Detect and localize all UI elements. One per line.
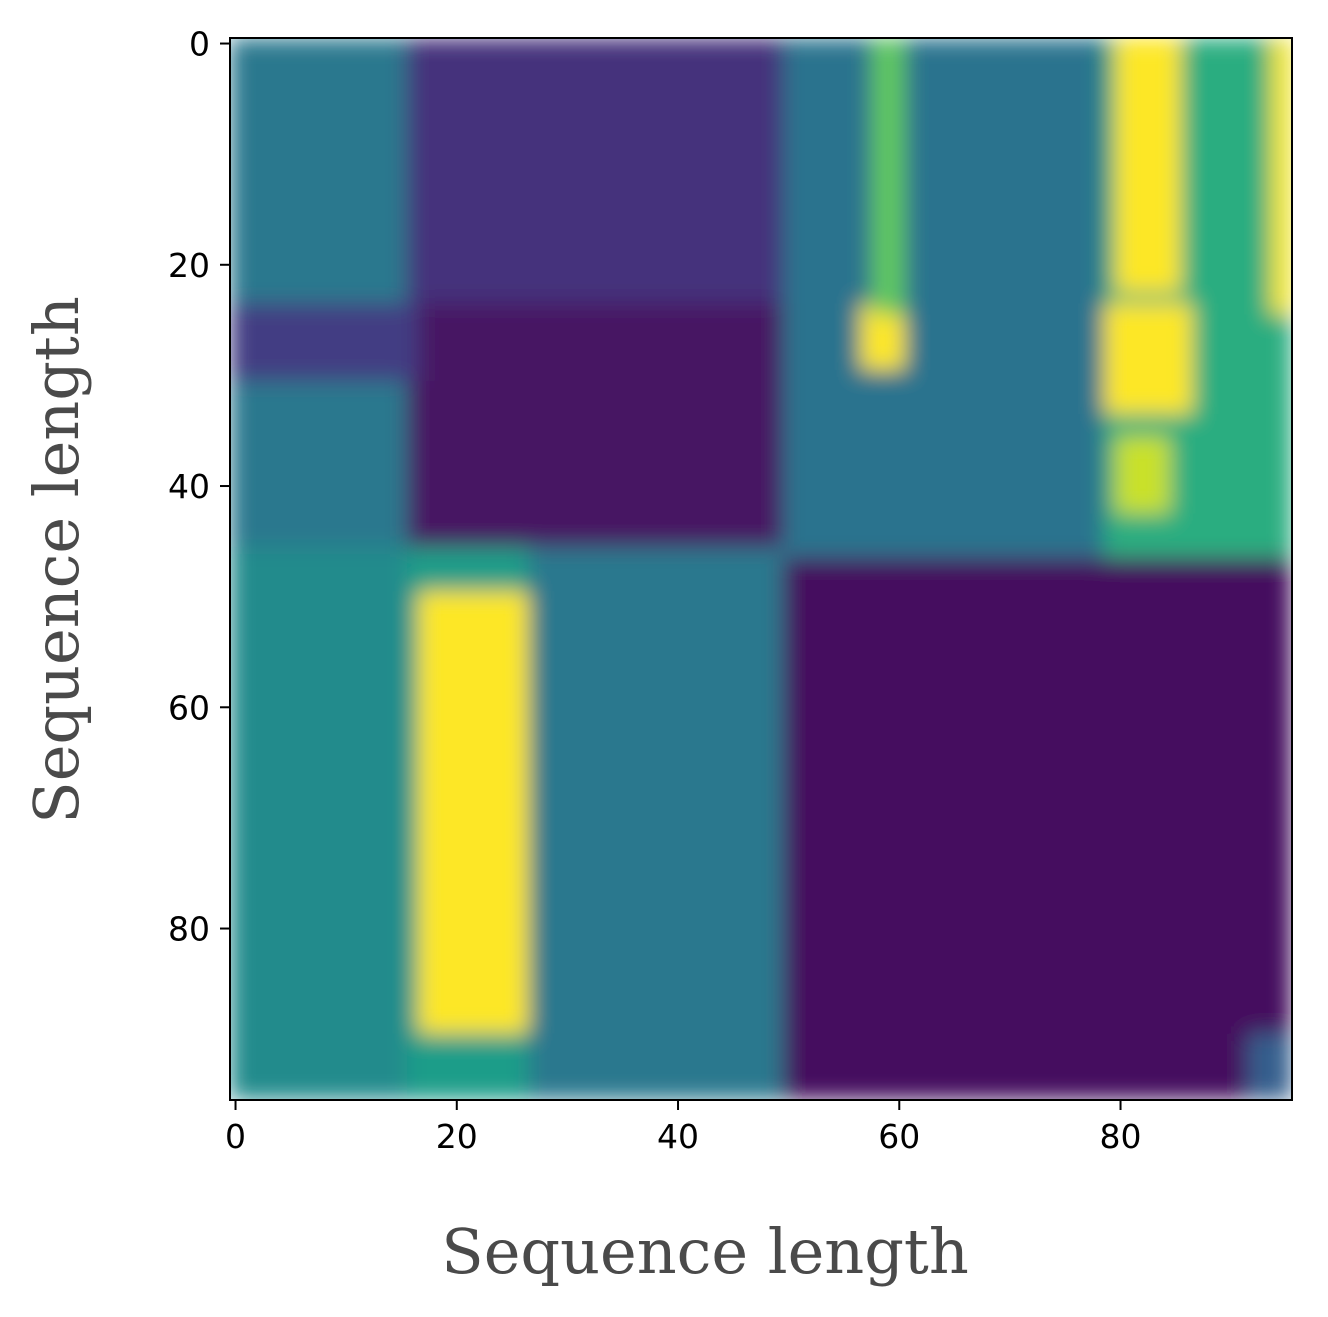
heatmap-block [230, 38, 419, 558]
heatmap-block [418, 591, 540, 1034]
heatmap-block [871, 38, 905, 315]
x-tick-label: 60 [878, 1117, 920, 1156]
x-tick-label: 80 [1100, 1117, 1142, 1156]
y-tick-label: 60 [168, 688, 210, 727]
y-tick-label: 0 [189, 25, 210, 64]
heatmap-block [1115, 38, 1182, 293]
heatmap-block [230, 546, 419, 1100]
y-axis-title: Sequence length [20, 296, 93, 824]
y-tick-label: 20 [168, 246, 210, 285]
heatmap-block [783, 38, 1115, 558]
heatmap-block [407, 303, 806, 558]
heatmap-block [230, 303, 419, 381]
heatmap-block [528, 546, 795, 1100]
plot-area [230, 38, 1292, 1100]
y-axis: 0 20 40 60 80 [168, 25, 230, 949]
x-tick-label: 20 [436, 1117, 478, 1156]
x-tick-label: 0 [225, 1117, 246, 1156]
heatmap-block [1103, 303, 1193, 415]
y-tick-label: 80 [168, 910, 210, 949]
heatmap-block [1269, 38, 1292, 315]
heatmap-cells [230, 38, 1292, 1100]
x-axis: 0 20 40 60 80 [225, 1100, 1142, 1156]
heatmap-block [1115, 436, 1171, 514]
x-tick-label: 40 [657, 1117, 699, 1156]
plot-frame [229, 37, 1293, 1101]
y-tick-label: 40 [168, 467, 210, 506]
heatmap-block [783, 557, 1292, 1100]
heatmap-block [1247, 1033, 1292, 1100]
x-axis-title: Sequence length [441, 1215, 969, 1288]
